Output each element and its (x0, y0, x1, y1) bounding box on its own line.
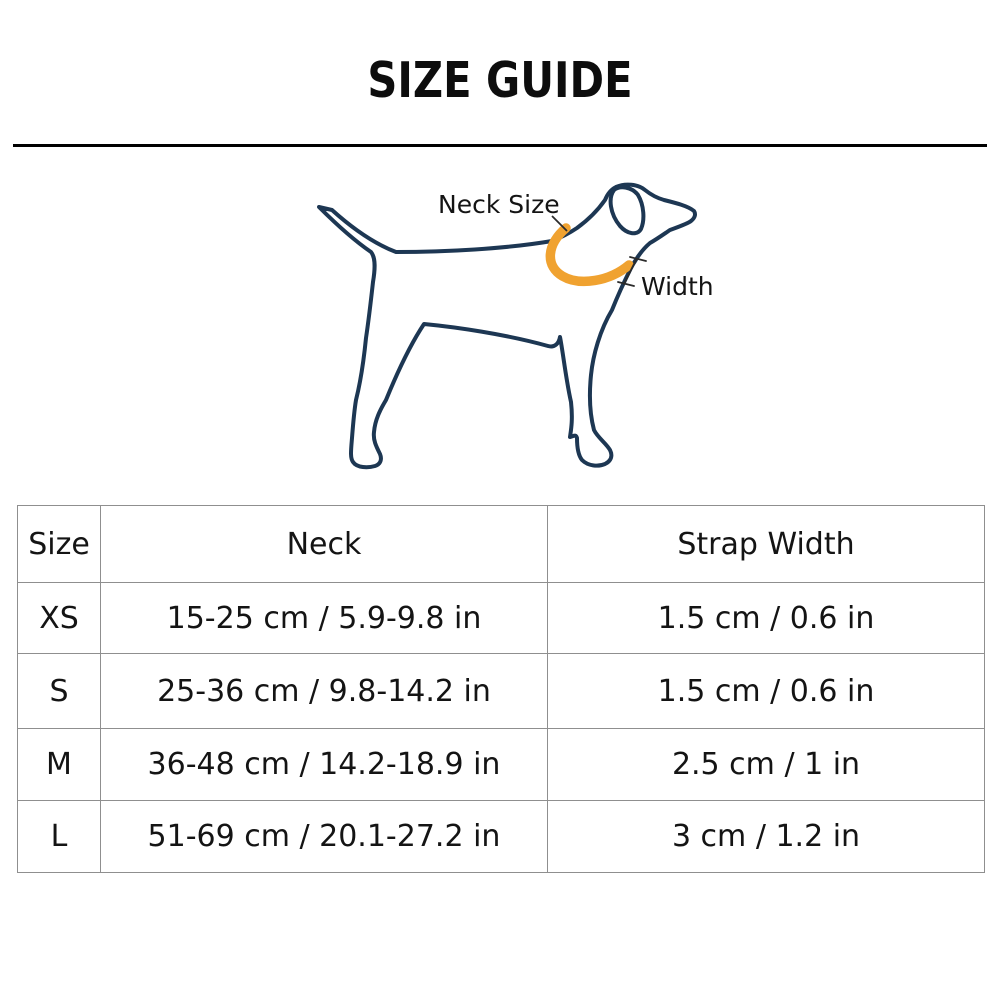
cell-neck: 15-25 cm / 5.9-9.8 in (100, 582, 548, 654)
title-divider (13, 144, 987, 147)
cell-strap: 2.5 cm / 1 in (547, 728, 985, 801)
dog-outline (317, 182, 697, 470)
table-row-xs: XS 15-25 cm / 5.9-9.8 in 1.5 cm / 0.6 in (17, 582, 985, 654)
width-label: Width (641, 272, 714, 301)
dog-illustration (317, 182, 697, 470)
neck-size-label: Neck Size (438, 190, 560, 219)
header-strap-width: Strap Width (547, 505, 985, 583)
cell-size: M (17, 728, 101, 801)
dog-measurement-diagram: Neck Size Width (317, 182, 714, 470)
header-neck: Neck (100, 505, 548, 583)
cell-strap: 1.5 cm / 0.6 in (547, 582, 985, 654)
collar-ring (545, 223, 634, 287)
cell-strap: 1.5 cm / 0.6 in (547, 653, 985, 729)
cell-neck: 51-69 cm / 20.1-27.2 in (100, 800, 548, 873)
cell-neck: 36-48 cm / 14.2-18.9 in (100, 728, 548, 801)
width-dimension-bracket (617, 256, 647, 287)
cell-size: L (17, 800, 101, 873)
size-table-header-row: Size Neck Strap Width (17, 505, 985, 583)
cell-size: XS (17, 582, 101, 654)
neck-size-pointer-line (551, 215, 568, 232)
table-row-l: L 51-69 cm / 20.1-27.2 in 3 cm / 1.2 in (17, 800, 985, 873)
header-size: Size (17, 505, 101, 583)
cell-strap: 3 cm / 1.2 in (547, 800, 985, 873)
page-title: SIZE GUIDE (0, 52, 1000, 109)
cell-size: S (17, 653, 101, 729)
dog-ear (608, 185, 646, 236)
cell-neck: 25-36 cm / 9.8-14.2 in (100, 653, 548, 729)
size-table: Size Neck Strap Width XS 15-25 cm / 5.9-… (17, 505, 985, 873)
table-row-s: S 25-36 cm / 9.8-14.2 in 1.5 cm / 0.6 in (17, 653, 985, 729)
page-title-text: SIZE GUIDE (367, 52, 633, 109)
table-row-m: M 36-48 cm / 14.2-18.9 in 2.5 cm / 1 in (17, 728, 985, 801)
